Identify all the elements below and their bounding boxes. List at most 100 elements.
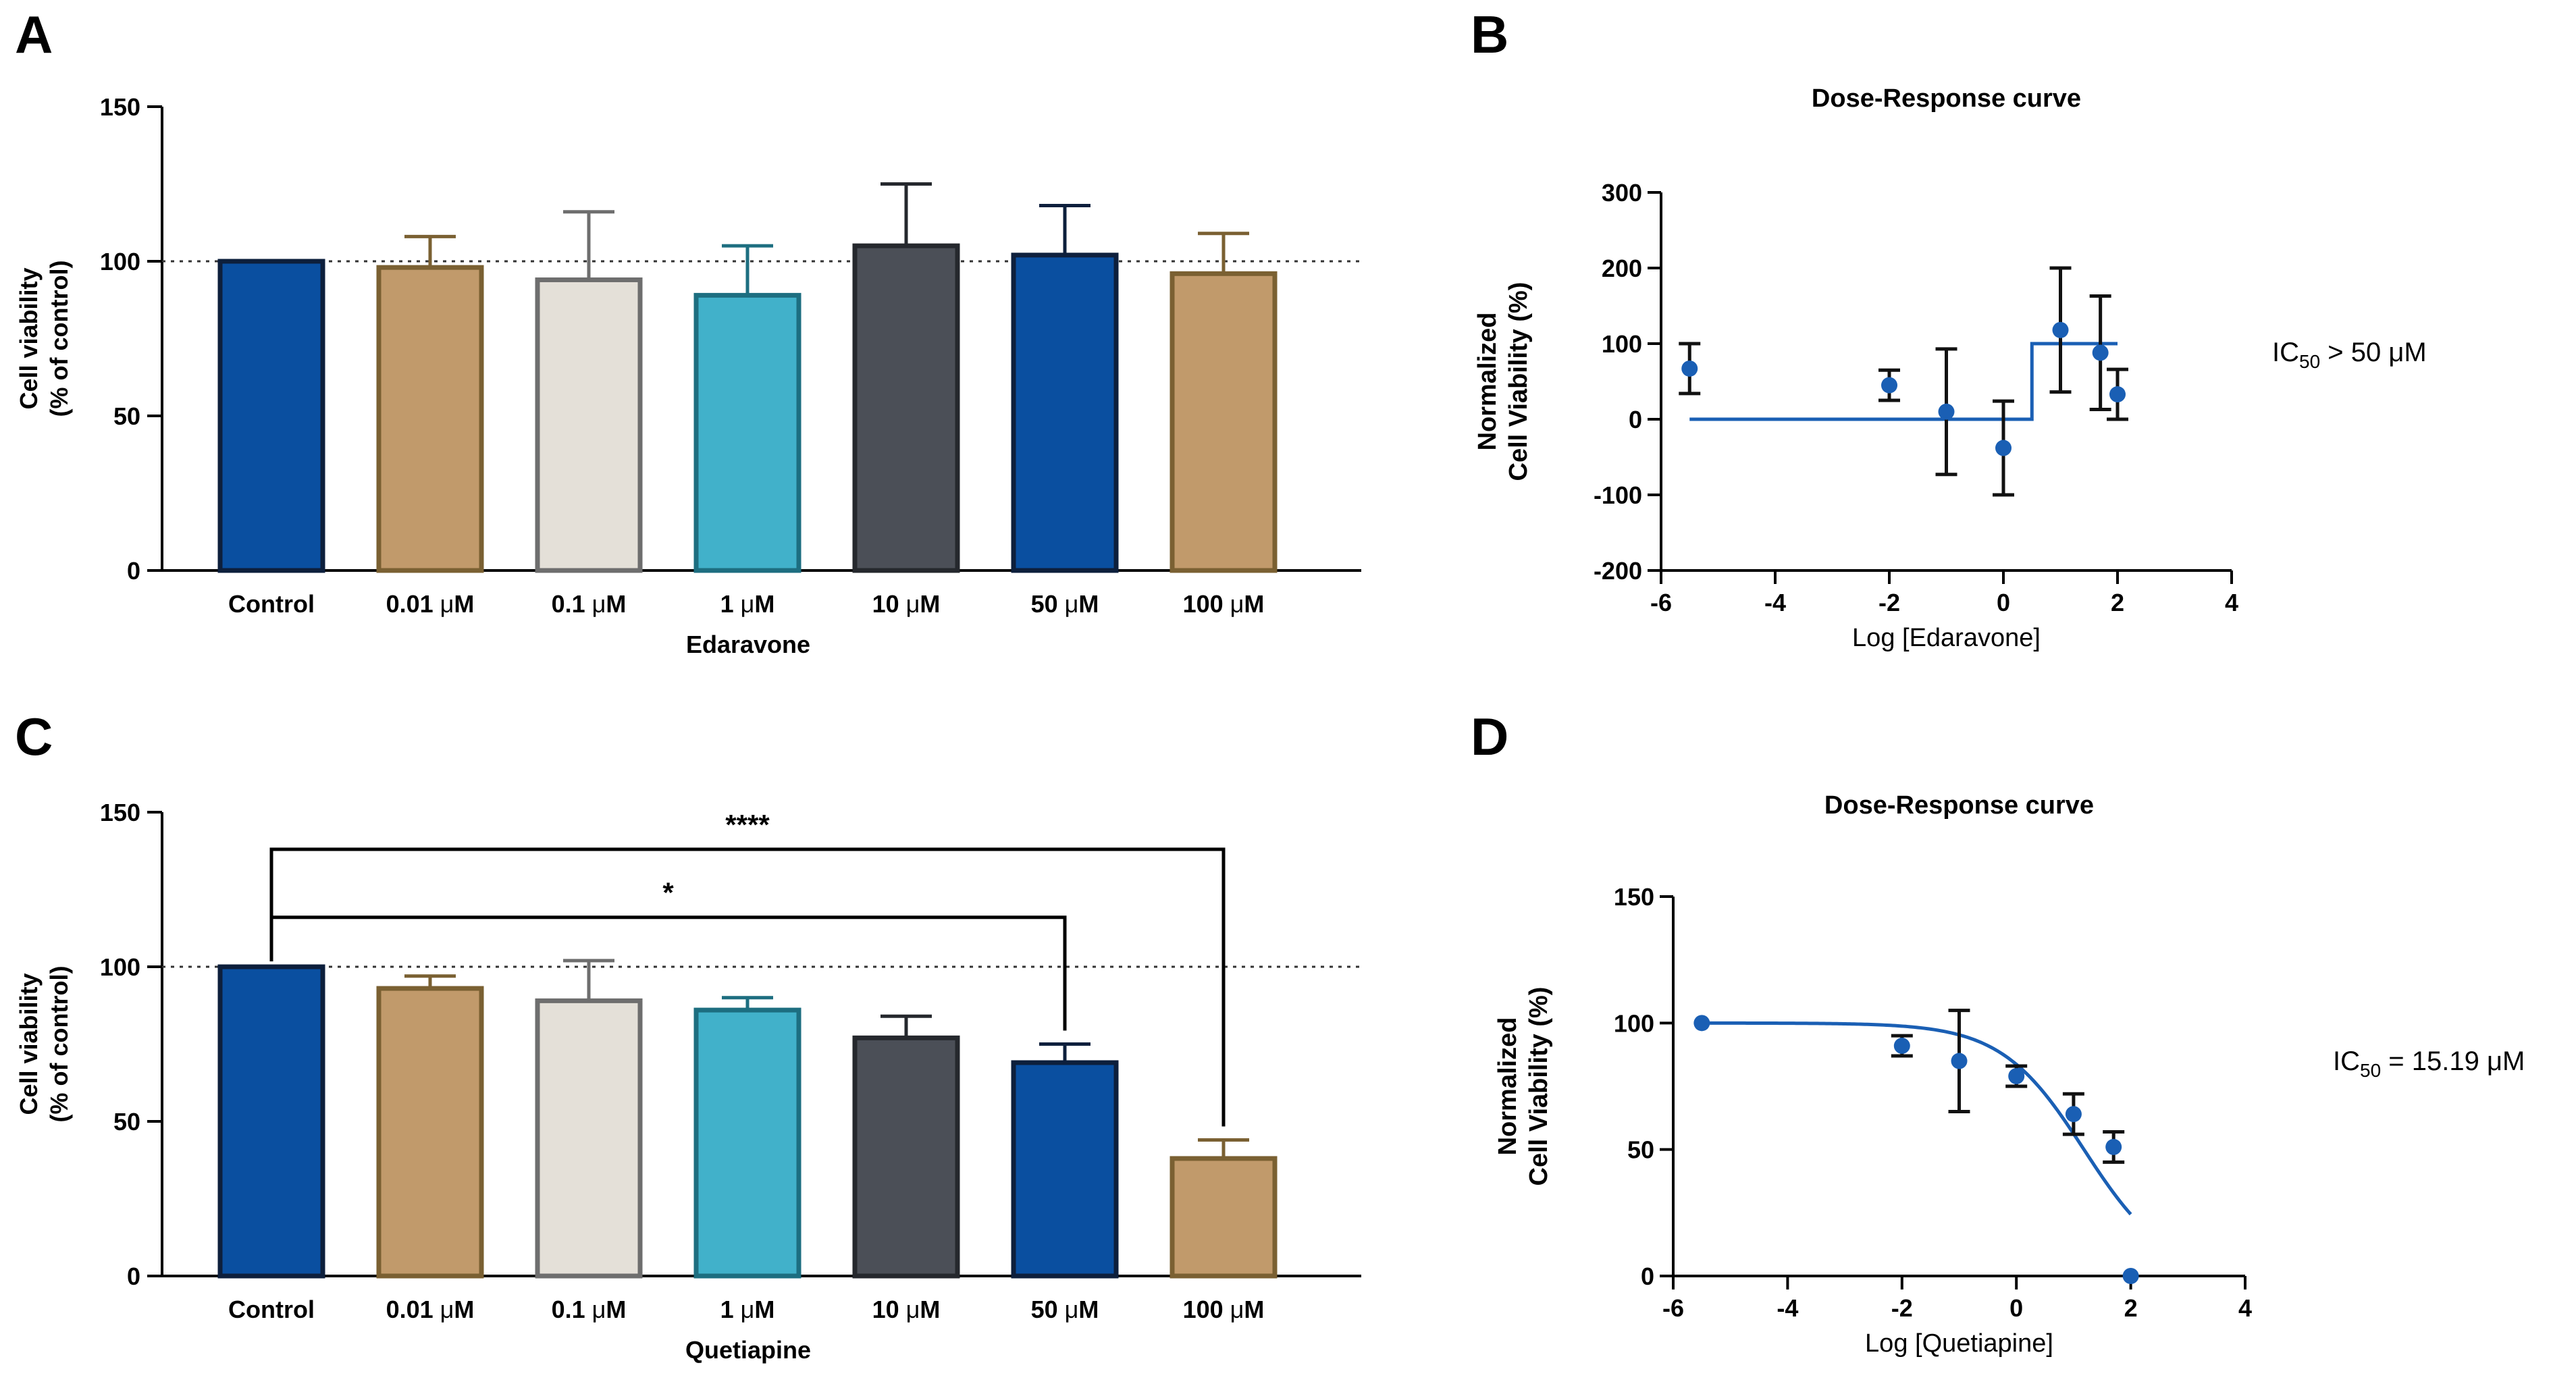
x-axis-label: Edaravone [686,631,810,658]
data-point [2109,386,2126,403]
y-tick-label: 0 [1641,1262,1654,1290]
x-tick-label: 0 [2009,1294,2023,1322]
x-tick-label: -2 [1891,1294,1913,1322]
x-tick-label: 2 [2111,589,2124,616]
y-tick-label: -100 [1594,481,1642,509]
y-tick-label: 50 [113,1108,140,1136]
bar [693,292,801,573]
y-tick-label: 100 [1602,330,1642,358]
x-axis-label: Log [Edaravone] [1852,624,2041,652]
data-point [1693,1015,1710,1032]
chart-title: Dose-Response curve [1824,791,2094,820]
y-tick-label: 50 [113,402,140,430]
x-tick-label: -4 [1764,589,1786,616]
x-tick-label: -4 [1777,1294,1798,1322]
x-tick-label: 1 μM [720,1296,775,1323]
y-tick-label: 150 [100,799,140,826]
x-tick-label: 4 [2238,1294,2252,1322]
x-tick-label: 2 [2124,1294,2138,1322]
x-tick-label: -6 [1650,589,1672,616]
x-tick-label: -6 [1662,1294,1684,1322]
y-tick-label: 50 [1627,1136,1654,1164]
ic50-annotation: IC50 = 15.19 μM [2333,1046,2525,1081]
bar [1011,252,1119,573]
y-axis-label-line1: Normalized [1494,1017,1522,1156]
y-tick-label: 100 [1614,1009,1654,1037]
y-axis-label-line2: Cell Viability (%) [1525,987,1553,1186]
y-axis-label-line2: (% of control) [45,261,73,417]
panel-letter-a: A [15,5,53,64]
data-point [2052,321,2069,338]
y-tick-label: 0 [1629,406,1642,433]
data-point [1893,1038,1910,1055]
data-point [2105,1138,2122,1155]
panel-letter-d: D [1471,707,1508,766]
data-point [1881,377,1897,394]
data-point [1681,360,1698,377]
data-point [2092,344,2109,361]
x-tick-label: 100 μM [1183,1296,1265,1323]
data-point [2122,1268,2139,1284]
bar [217,259,325,573]
y-tick-label: 150 [1614,883,1654,911]
x-axis-label: Quetiapine [685,1336,811,1364]
bar-chart-edaravone: 0 50 100 150 Control 0.01 μM 0.1 μM 1 μM 10 μM 50… [15,93,1361,658]
y-tick-label: 0 [127,1262,140,1290]
bar-chart-quetiapine: 0 50 100 150 Control 0.01 μM 0.1 μM 1 μM 10 μM 50… [15,799,1361,1364]
ic50-annotation: IC50 > 50 μM [2272,338,2427,372]
bar [535,277,643,573]
y-axis-label-line1: Normalized [1473,313,1502,451]
x-tick-label: 0.01 μM [386,590,475,618]
x-tick-label: 50 μM [1031,590,1099,618]
bar [852,243,960,573]
bar [217,964,325,1279]
data-point [2008,1068,2025,1085]
x-tick-label: 50 μM [1031,1296,1099,1323]
x-tick-label: 0.1 μM [552,1296,627,1323]
data-point [2065,1106,2082,1123]
y-axis-label-line2: Cell Viability (%) [1504,282,1533,481]
data-point [1951,1053,1968,1069]
bar [376,265,484,573]
y-axis-label-line2: (% of control) [45,966,73,1123]
y-tick-label: 100 [100,953,140,981]
x-tick-label: 1 μM [720,590,775,618]
fit-curve [1702,1021,2132,1216]
bar [1169,271,1278,573]
x-tick-label: 10 μM [872,590,941,618]
y-tick-label: -200 [1594,557,1642,585]
x-tick-label: Control [228,1296,315,1323]
dose-response-edaravone: Dose-Response curve -200 -100 0 100 200 300 -6 -… [1473,84,2427,652]
dose-response-quetiapine: Dose-Response curve 0 50 100 150 -6 -4 -2 0 2 4 Log… [1494,791,2525,1358]
x-tick-label: -2 [1878,589,1900,616]
x-axis-label: Log [Quetiapine] [1865,1329,2053,1358]
x-tick-label: Control [228,590,315,618]
bar [1011,1060,1119,1279]
y-axis-label-line1: Cell viability [15,267,43,409]
panel-letter-b: B [1471,5,1508,64]
bar [693,1007,801,1279]
x-tick-label: 0.1 μM [552,590,627,618]
bar [535,998,643,1279]
x-tick-label: 0.01 μM [386,1296,475,1323]
bar [852,1035,960,1279]
y-tick-label: 0 [127,557,140,585]
x-tick-label: 10 μM [872,1296,941,1323]
x-tick-label: 0 [1997,589,2010,616]
x-tick-label: 100 μM [1183,590,1265,618]
bar [1169,1156,1278,1279]
bar [376,986,484,1279]
data-point [1995,440,2012,456]
significance-label: * [662,877,674,909]
data-point [1938,403,1955,420]
fit-curve [1689,342,2118,421]
chart-title: Dose-Response curve [1812,84,2081,113]
y-tick-label: 300 [1602,179,1642,207]
significance-bracket [269,847,1226,1127]
y-tick-label: 100 [100,248,140,275]
y-tick-label: 150 [100,93,140,121]
y-axis-label-line1: Cell viability [15,973,43,1115]
panel-letter-c: C [15,707,53,766]
x-tick-label: 4 [2225,589,2238,616]
